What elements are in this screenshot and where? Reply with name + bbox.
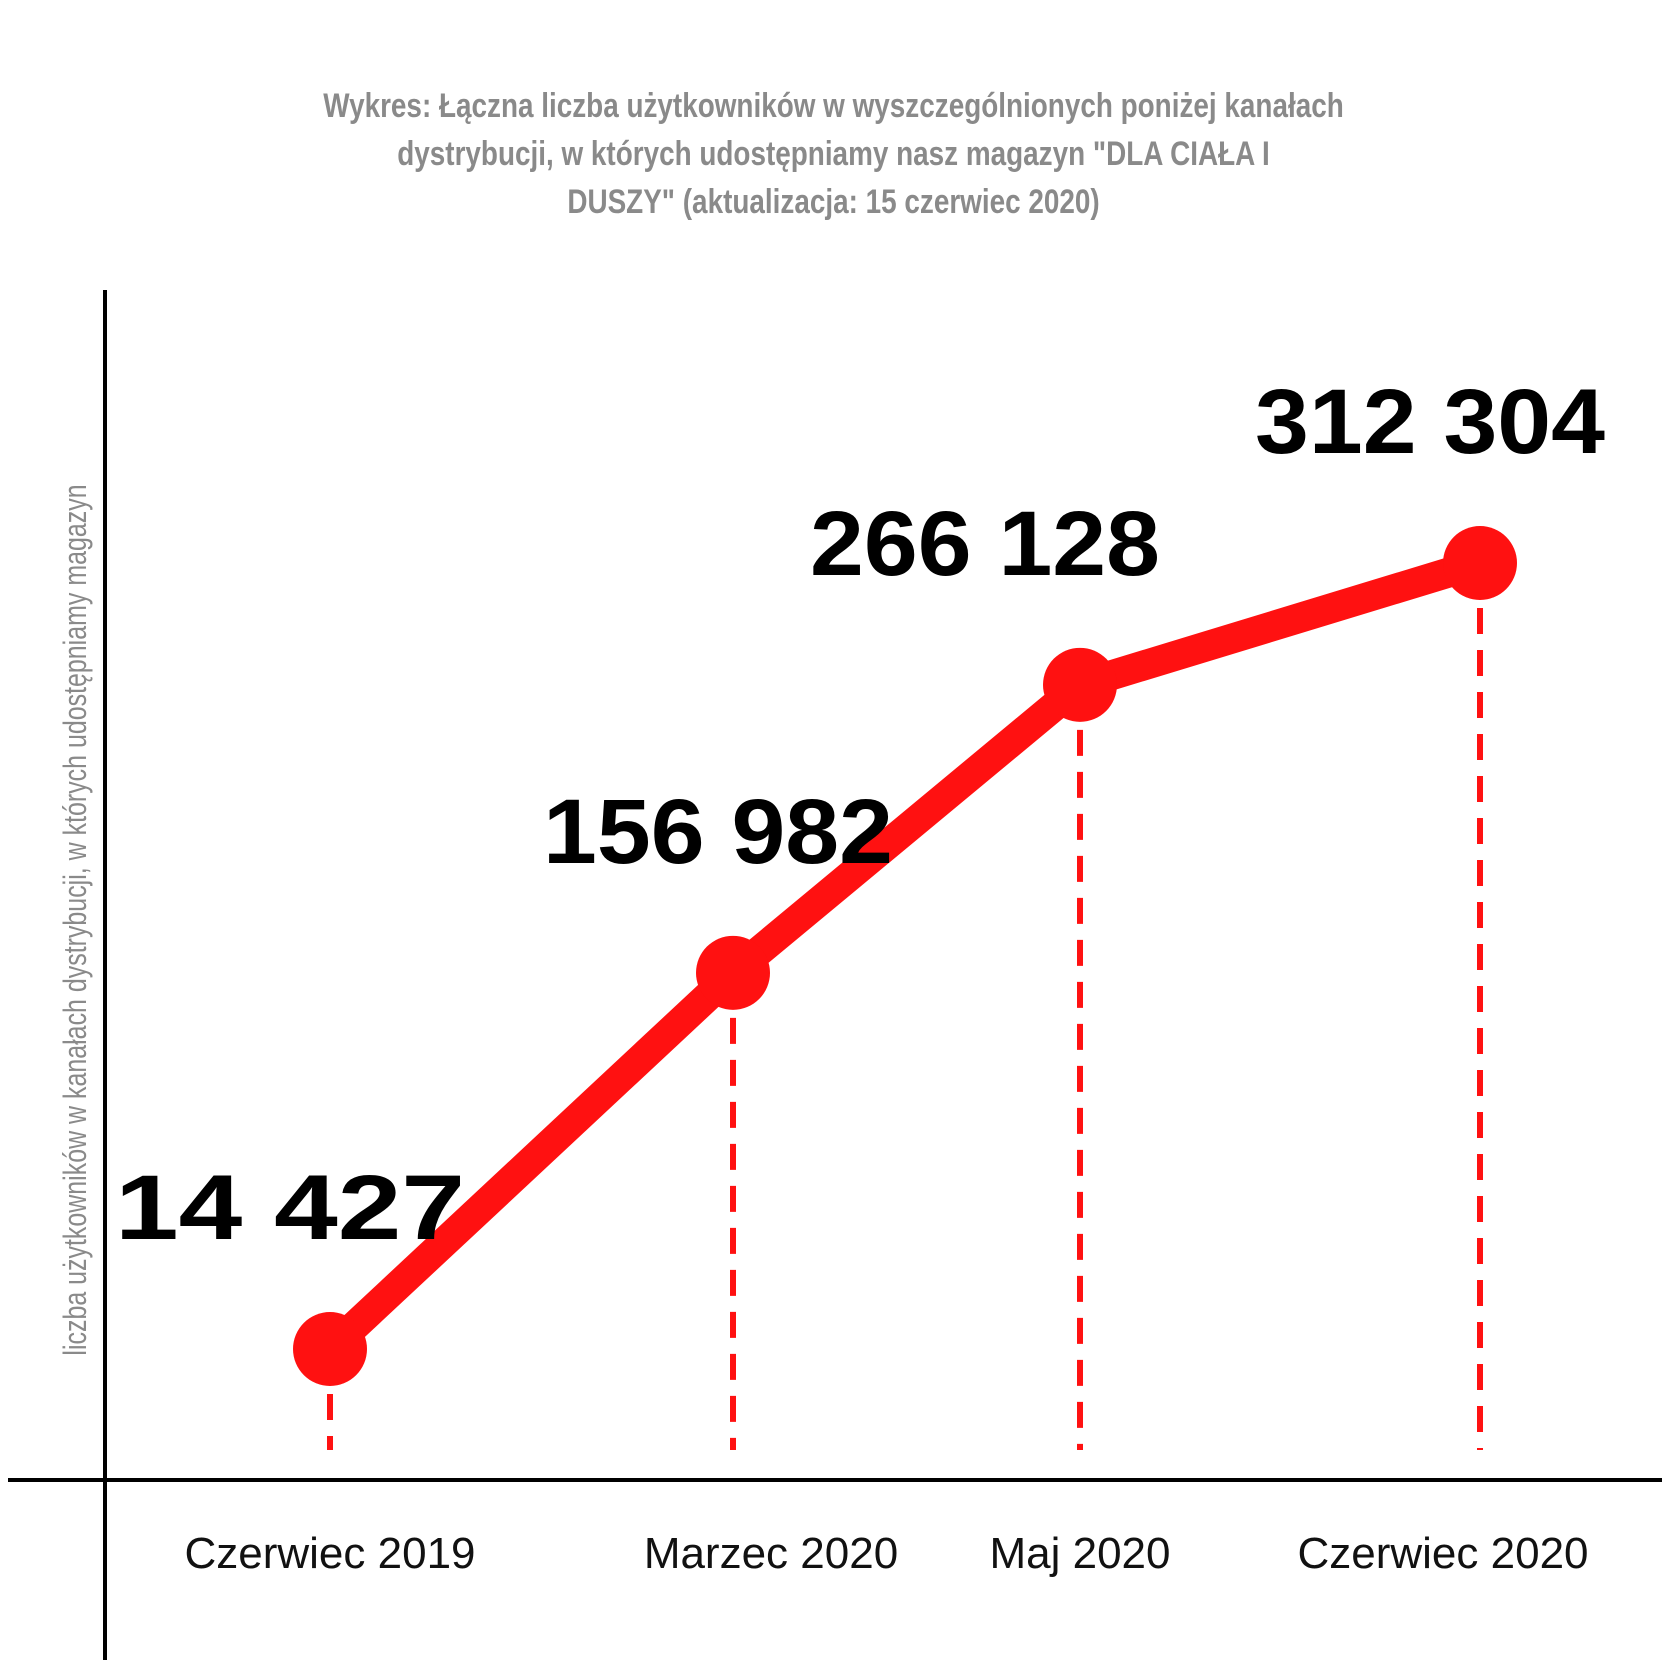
data-label: 266 128 xyxy=(810,493,1160,595)
data-label: 14 427 xyxy=(115,1157,465,1259)
chart-title: Wykres: Łączna liczba użytkowników w wys… xyxy=(281,82,1386,226)
chart-title-line: dystrybucji, w których udostępniamy nasz… xyxy=(397,135,1270,173)
x-tick-label: Czerwiec 2020 xyxy=(1297,1529,1588,1578)
data-label: 156 982 xyxy=(543,781,893,883)
series-line xyxy=(315,548,1495,1364)
data-point xyxy=(1043,647,1117,722)
data-point xyxy=(293,1312,367,1386)
x-tick-label: Marzec 2020 xyxy=(644,1529,898,1578)
x-tick-label: Maj 2020 xyxy=(989,1529,1170,1578)
data-point xyxy=(1443,526,1517,600)
x-tick-label: Czerwiec 2019 xyxy=(184,1529,475,1578)
chart-title-line: DUSZY" (aktualizacja: 15 czerwiec 2020) xyxy=(567,183,1100,221)
chart-title-line: Wykres: Łączna liczba użytkowników w wys… xyxy=(323,87,1344,125)
data-point xyxy=(696,935,770,1010)
data-label: 312 304 xyxy=(1255,371,1605,473)
